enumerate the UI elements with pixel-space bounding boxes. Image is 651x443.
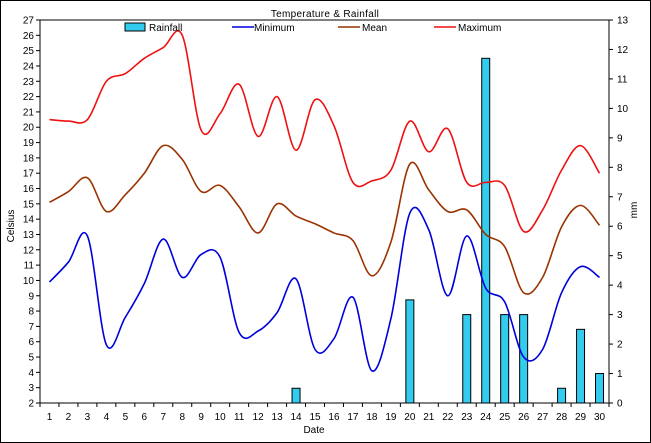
rainfall-bar	[557, 387, 567, 404]
x-tick-label: 12	[253, 412, 265, 423]
x-tick-label: 5	[123, 412, 129, 423]
x-tick-label: 25	[499, 412, 511, 423]
legend-label-maximum: Maximum	[458, 23, 501, 34]
x-tick-label: 3	[85, 412, 91, 423]
x-tick-label: 21	[423, 412, 435, 423]
x-tick-label: 18	[366, 412, 378, 423]
x-tick-label: 20	[404, 412, 416, 423]
rainfall-bar	[462, 314, 472, 404]
x-tick-label: 7	[161, 412, 167, 423]
rainfall-bar	[405, 299, 415, 404]
left-tick-label: 22	[23, 92, 35, 103]
left-tick-label: 15	[23, 199, 35, 210]
right-tick-label: 5	[617, 251, 623, 262]
mean-line	[49, 144, 601, 295]
left-axis-title: Celsius	[6, 210, 17, 243]
right-tick-label: 9	[617, 133, 623, 144]
legend-label-minimum: Minimum	[254, 23, 295, 34]
right-tick-label: 7	[617, 192, 623, 203]
left-tick-label: 25	[23, 46, 35, 57]
left-tick-label: 21	[23, 107, 35, 118]
right-tick-label: 1	[617, 369, 623, 380]
right-tick-label: 4	[617, 281, 623, 292]
left-tick-label: 18	[23, 153, 35, 164]
x-tick-label: 6	[142, 412, 148, 423]
left-tick-label: 23	[23, 77, 35, 88]
x-tick-label: 30	[594, 412, 606, 423]
x-tick-label: 19	[385, 412, 397, 423]
left-tick-label: 20	[23, 123, 35, 134]
legend-label-rainfall: Rainfall	[149, 23, 182, 34]
left-tick-label: 16	[23, 184, 35, 195]
left-tick-label: 5	[28, 353, 34, 364]
x-axis-title: Date	[303, 425, 325, 436]
left-tick-label: 4	[28, 368, 34, 379]
left-tick-label: 13	[23, 230, 35, 241]
left-tick-label: 12	[23, 245, 35, 256]
rainfall-bar	[576, 328, 586, 404]
x-tick-label: 9	[198, 412, 204, 423]
rainfall-bar	[595, 373, 605, 404]
left-tick-label: 24	[23, 61, 35, 72]
legend-swatch-rainfall	[124, 22, 146, 32]
x-tick-label: 26	[518, 412, 530, 423]
right-tick-label: 13	[617, 16, 629, 27]
x-tick-label: 23	[461, 412, 473, 423]
right-tick-label: 0	[617, 399, 623, 410]
left-tick-label: 17	[23, 169, 35, 180]
right-tick-label: 10	[617, 104, 629, 115]
left-tick-label: 19	[23, 138, 35, 149]
x-tick-label: 28	[556, 412, 568, 423]
x-tick-label: 10	[215, 412, 227, 423]
legend: Rainfall Minimum Mean Maximum	[124, 22, 501, 34]
legend-label-mean: Mean	[362, 23, 387, 34]
x-tick-label: 14	[290, 412, 302, 423]
x-tick-label: 13	[272, 412, 284, 423]
left-tick-label: 7	[28, 322, 34, 333]
left-tick-label: 10	[23, 276, 35, 287]
x-tick-label: 11	[234, 412, 245, 423]
left-tick-label: 27	[23, 16, 35, 27]
x-tick-label: 17	[347, 412, 359, 423]
right-axis-title: mm	[629, 202, 640, 219]
rainfall-bar	[519, 314, 529, 404]
left-tick-label: 2	[28, 399, 34, 410]
left-tick-label: 14	[23, 215, 35, 226]
x-tick-label: 22	[442, 412, 454, 423]
right-tick-label: 12	[617, 45, 629, 56]
left-tick-label: 8	[28, 307, 34, 318]
plot-area: 2345678910111213141516171819202122232425…	[23, 16, 629, 424]
x-tick-label: 27	[537, 412, 549, 423]
right-tick-label: 8	[617, 163, 623, 174]
x-tick-label: 24	[480, 412, 492, 423]
rainfall-bar	[500, 314, 510, 404]
chart-title: Temperature & Rainfall	[271, 9, 379, 20]
rainfall-bar	[291, 387, 301, 404]
maximum-line	[49, 30, 601, 233]
left-tick-label: 6	[28, 337, 34, 348]
minimum-line	[48, 206, 600, 372]
x-tick-label: 1	[47, 412, 53, 423]
right-tick-label: 6	[617, 222, 623, 233]
x-tick-label: 15	[309, 412, 321, 423]
x-tick-label: 16	[328, 412, 340, 423]
x-tick-label: 4	[104, 412, 110, 423]
x-tick-label: 2	[66, 412, 72, 423]
right-tick-label: 3	[617, 310, 623, 321]
right-tick-label: 2	[617, 340, 623, 351]
left-tick-label: 9	[28, 291, 34, 302]
x-tick-label: 8	[179, 412, 185, 423]
left-tick-label: 26	[23, 31, 35, 42]
left-tick-label: 3	[28, 383, 34, 394]
x-tick-label: 29	[575, 412, 587, 423]
left-tick-label: 11	[24, 261, 35, 272]
right-tick-label: 11	[617, 74, 628, 85]
